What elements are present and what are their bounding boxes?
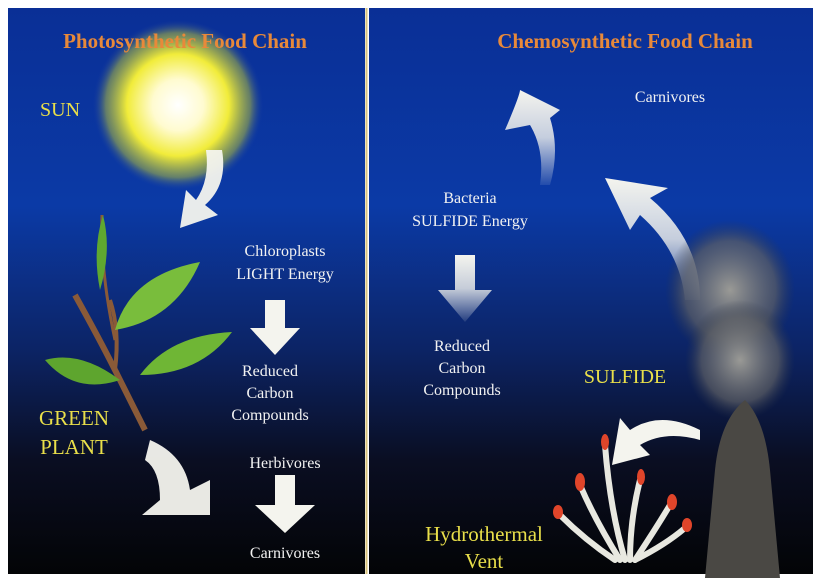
carnivores-label: Carnivores	[250, 545, 320, 562]
plant-label: PLANT	[40, 435, 108, 459]
carnivores-label: Carnivores	[635, 89, 705, 106]
compounds-label: Reduced	[242, 363, 298, 380]
herbivores-label: Herbivores	[249, 455, 320, 472]
energy-label: Bacteria	[443, 190, 496, 207]
compounds-label: Carbon	[246, 385, 293, 402]
compounds-label: Compounds	[423, 382, 500, 399]
energy-label: SULFIDE Energy	[412, 213, 528, 230]
energy-label: Chloroplasts	[245, 243, 326, 260]
plant-label: GREEN	[39, 406, 109, 430]
smoke	[685, 300, 795, 420]
panel-title: Chemosynthetic Food Chain	[497, 29, 753, 53]
sun-label: SUN	[40, 99, 80, 121]
compounds-label: Carbon	[438, 360, 485, 377]
vent-label: Hydrothermal	[425, 522, 543, 546]
panel-title: Photosynthetic Food Chain	[63, 29, 307, 53]
compounds-label: Reduced	[434, 338, 490, 355]
vent-label: Vent	[465, 549, 504, 573]
energy-label: LIGHT Energy	[236, 266, 334, 283]
sulfide-label: SULFIDE	[584, 366, 666, 388]
compounds-label: Compounds	[231, 407, 308, 424]
illustration: Photosynthetic Food Chain SUN Chloroplas…	[0, 0, 819, 578]
